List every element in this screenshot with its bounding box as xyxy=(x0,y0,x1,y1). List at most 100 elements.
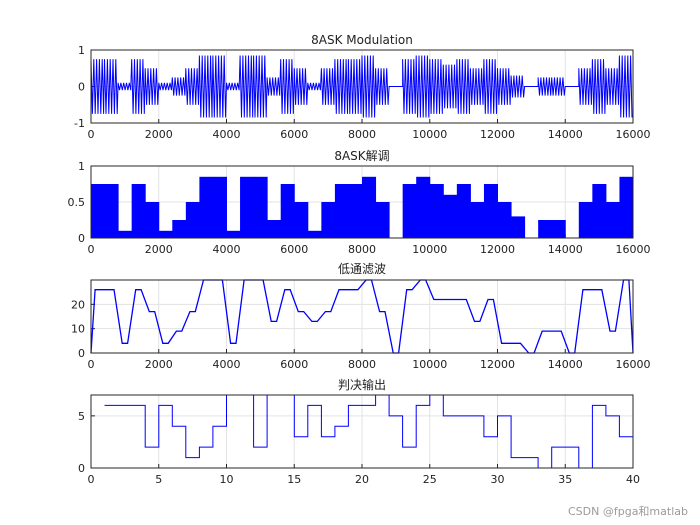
y-tick-label: 0 xyxy=(78,462,85,475)
bar xyxy=(578,202,593,238)
bar xyxy=(226,230,241,238)
bar xyxy=(402,184,417,238)
x-tick-label: 8000 xyxy=(348,243,376,256)
bar xyxy=(592,184,607,238)
x-tick-label: 12000 xyxy=(480,243,515,256)
bar xyxy=(172,220,187,238)
x-tick-label: 6000 xyxy=(280,128,308,141)
bar xyxy=(158,230,173,238)
x-tick-label: 10000 xyxy=(412,358,447,371)
bar xyxy=(348,184,363,238)
subplot-8ask-demod: 8ASK解调 0 2000 4000 6000 8000 10000 12000 14000 1… xyxy=(68,149,651,256)
bar xyxy=(375,202,390,238)
x-tick-label: 12000 xyxy=(480,358,515,371)
bar xyxy=(294,202,309,238)
bar xyxy=(240,176,255,238)
series-line xyxy=(90,55,633,118)
bar xyxy=(362,176,377,238)
bar xyxy=(538,220,553,238)
x-tick-label: 10 xyxy=(220,473,234,486)
bar xyxy=(443,194,458,238)
x-tick-label: 16000 xyxy=(616,243,651,256)
x-tick-label: 35 xyxy=(558,473,572,486)
x-tick-label: 0 xyxy=(88,243,95,256)
subplot-title: 低通滤波 xyxy=(338,262,386,276)
bar xyxy=(511,216,526,238)
series-line xyxy=(104,394,634,469)
y-tick-label: 5 xyxy=(78,410,85,423)
x-tick-label: 16000 xyxy=(616,358,651,371)
bar xyxy=(483,184,498,238)
x-tick-label: 40 xyxy=(626,473,640,486)
x-tick-label: 14000 xyxy=(548,358,583,371)
x-tick-label: 10000 xyxy=(412,243,447,256)
y-tick-label: 0.5 xyxy=(68,196,86,209)
x-tick-label: 4000 xyxy=(213,243,241,256)
subplot-8ask-modulation: 8ASK Modulation 0 2000 4000 6000 8000 10000 12… xyxy=(74,33,650,141)
y-tick-label: 10 xyxy=(71,323,85,336)
subplot-title: 8ASK Modulation xyxy=(311,33,413,47)
bar xyxy=(307,230,322,238)
bar xyxy=(280,184,295,238)
y-tick-label: 0 xyxy=(78,232,85,245)
bar xyxy=(185,202,200,238)
x-tick-label: 4000 xyxy=(213,358,241,371)
bar xyxy=(619,176,634,238)
y-tick-label: -1 xyxy=(74,117,85,130)
subplot-decision-output: 判决输出 0 5 10 15 20 25 30 35 40 0 5 xyxy=(78,377,640,486)
axes-frame xyxy=(90,49,634,124)
subplot-title: 8ASK解调 xyxy=(334,149,389,163)
x-tick-label: 0 xyxy=(88,128,95,141)
watermark: CSDN @fpga和matlab xyxy=(568,505,688,518)
bar xyxy=(551,220,566,238)
subplot-title: 判决输出 xyxy=(338,377,386,392)
x-tick-label: 14000 xyxy=(548,128,583,141)
subplot-lowpass-filter: 低通滤波 0 2000 4000 6000 8000 10000 12000 14000 160… xyxy=(71,262,651,371)
x-tick-label: 15 xyxy=(287,473,301,486)
x-tick-label: 5 xyxy=(155,473,162,486)
x-tick-label: 0 xyxy=(88,358,95,371)
x-tick-label: 25 xyxy=(423,473,437,486)
bar xyxy=(91,184,106,238)
axes-frame xyxy=(90,165,634,239)
y-tick-label: 1 xyxy=(78,44,85,57)
bar xyxy=(456,184,471,238)
x-tick-label: 14000 xyxy=(548,243,583,256)
x-tick-label: 4000 xyxy=(213,128,241,141)
bar xyxy=(145,202,160,238)
x-tick-label: 10000 xyxy=(412,128,447,141)
bar xyxy=(267,220,282,238)
x-tick-label: 2000 xyxy=(145,243,173,256)
x-tick-label: 12000 xyxy=(480,128,515,141)
bar xyxy=(605,202,620,238)
bar xyxy=(497,202,512,238)
series-line xyxy=(90,279,634,354)
x-tick-label: 0 xyxy=(88,473,95,486)
bar xyxy=(253,176,268,238)
axes-frame xyxy=(90,394,634,469)
bar xyxy=(334,184,349,238)
bar xyxy=(118,230,133,238)
bar xyxy=(470,202,485,238)
y-tick-label: 0 xyxy=(78,347,85,360)
x-tick-label: 16000 xyxy=(616,128,651,141)
x-tick-label: 30 xyxy=(491,473,505,486)
bar xyxy=(212,176,227,238)
x-tick-label: 6000 xyxy=(280,243,308,256)
x-tick-label: 6000 xyxy=(280,358,308,371)
x-tick-label: 8000 xyxy=(348,128,376,141)
x-tick-label: 8000 xyxy=(348,358,376,371)
x-tick-label: 2000 xyxy=(145,128,173,141)
bar xyxy=(429,184,444,238)
x-tick-label: 2000 xyxy=(145,358,173,371)
y-tick-label: 0 xyxy=(78,81,85,94)
bar xyxy=(416,176,431,238)
bar xyxy=(104,184,119,238)
bar xyxy=(321,202,336,238)
y-tick-label: 1 xyxy=(78,160,85,173)
bar xyxy=(199,176,214,238)
x-tick-label: 20 xyxy=(355,473,369,486)
bar xyxy=(131,184,146,238)
axes-frame xyxy=(90,279,634,354)
